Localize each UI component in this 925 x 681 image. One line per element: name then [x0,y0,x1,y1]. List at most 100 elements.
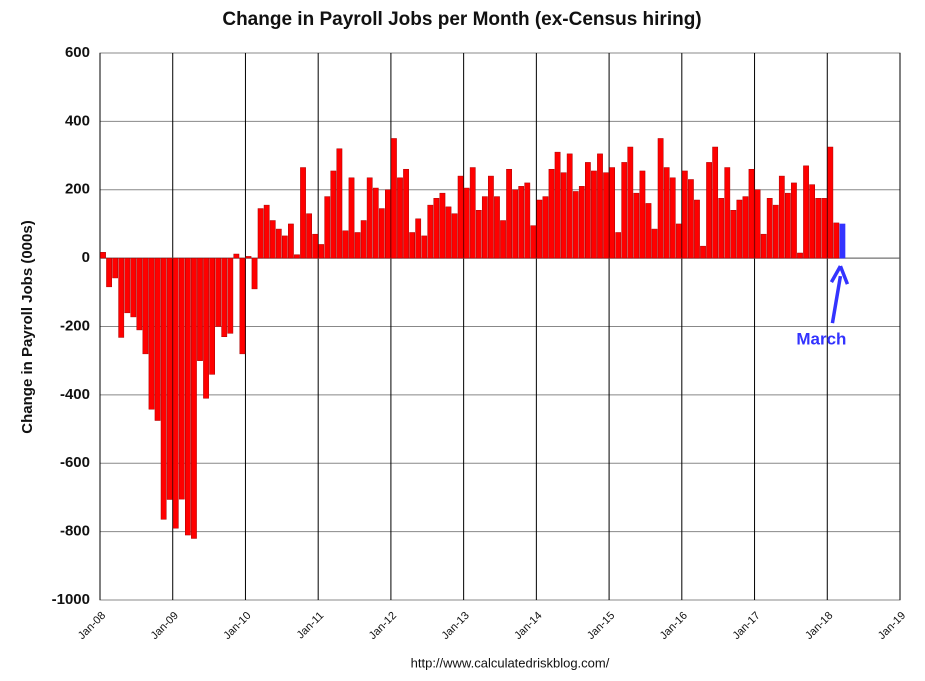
bar [366,177,373,259]
bar [597,153,603,259]
bar [239,257,246,355]
bar [578,186,585,259]
bar [384,189,391,259]
y-tick-label: -600 [60,454,90,471]
bar [421,235,428,259]
bar [681,170,688,259]
bar [827,146,834,259]
bar [457,175,464,259]
bar [542,196,549,259]
bar [657,138,664,259]
bar [336,148,343,259]
bar [584,162,591,259]
bar [184,257,191,536]
bar [718,198,725,259]
bar [742,196,749,259]
bar [766,198,773,259]
bar [803,165,809,259]
bar [784,192,791,259]
bar [627,146,634,259]
bar [530,225,537,259]
y-tick-label: 200 [65,181,90,198]
bar [469,167,476,259]
bar [415,218,422,259]
bar [142,257,149,355]
bar [148,257,155,410]
x-tick-label: Jan-17 [730,610,762,642]
bar [566,153,573,259]
x-tick-label: Jan-14 [512,610,544,642]
x-tick-label: Jan-15 [585,610,617,642]
bar [233,253,240,259]
bar [300,167,306,259]
bar [754,189,761,259]
bar [603,172,609,259]
y-tick-label: 600 [65,44,90,61]
bar [378,208,385,259]
bar [700,245,706,259]
bar [312,233,319,259]
bar [160,257,167,520]
bar [197,257,203,361]
bar [645,203,652,259]
bar [342,230,349,259]
x-tick-label: Jan-12 [367,610,399,642]
bar [651,228,658,259]
bar [324,196,331,259]
bar [572,191,579,259]
bar [809,184,816,259]
bar [518,186,525,259]
bar [536,199,543,259]
bar [172,257,179,529]
chart-title: Change in Payroll Jobs per Month (ex-Cen… [222,9,701,30]
bar [391,138,397,259]
bar [748,168,755,259]
y-tick-label: 0 [82,249,90,266]
bar [318,244,325,259]
x-tick-label: Jan-13 [440,610,472,642]
bar [330,170,337,259]
x-tick-label: Jan-16 [658,610,690,642]
bar [288,223,294,259]
bar [481,196,488,259]
bar [360,220,367,259]
bar [675,223,682,259]
bar [263,204,270,259]
bar [281,235,288,259]
bar [191,257,197,539]
bar [548,168,555,259]
bar [815,198,822,259]
x-tick-label: Jan-19 [876,610,908,642]
annotation-arrowhead [829,265,850,285]
bar [560,172,567,259]
bar [215,257,222,327]
y-tick-label: -1000 [52,591,90,608]
bar [639,170,646,259]
bar [663,167,670,259]
bar [409,232,416,259]
bar [203,257,209,399]
bar [294,254,300,259]
bar [221,257,228,338]
bar [736,199,743,259]
source: http://www.calculatedriskblog.com/ [411,655,610,670]
y-tick-label: -800 [60,523,90,540]
bar [245,256,252,259]
bar [791,182,797,259]
bar [130,257,137,318]
annotation-arrow [830,275,843,324]
bar [348,177,355,259]
bar [633,192,640,259]
bar [688,179,694,259]
bar [372,187,379,259]
x-tick-label: Jan-18 [803,610,835,642]
bar [451,213,458,259]
bar [433,198,440,259]
bar [694,199,700,259]
bar [512,189,519,259]
bar [833,222,840,259]
bar [475,210,482,259]
bar [269,220,276,259]
bar [591,170,597,259]
y-axis-label: Change in Payroll Jobs (000s) [19,220,36,433]
